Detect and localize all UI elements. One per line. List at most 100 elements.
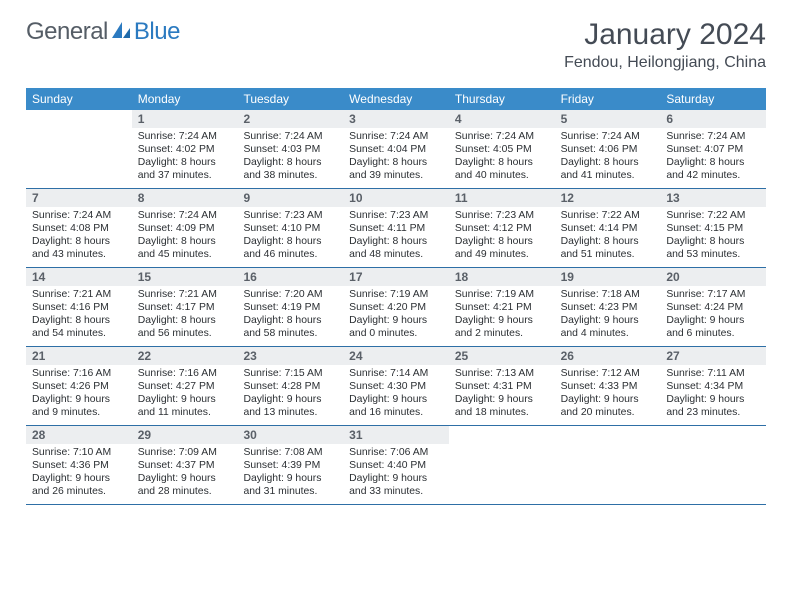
day-cell: 22Sunrise: 7:16 AMSunset: 4:27 PMDayligh… [132, 347, 238, 425]
empty-cell: . [26, 110, 132, 188]
sunset-text: Sunset: 4:19 PM [243, 301, 337, 314]
week-row: 7Sunrise: 7:24 AMSunset: 4:08 PMDaylight… [26, 189, 766, 268]
sunset-text: Sunset: 4:21 PM [455, 301, 549, 314]
daylight-text: Daylight: 9 hours and 16 minutes. [349, 393, 443, 419]
sunset-text: Sunset: 4:34 PM [666, 380, 760, 393]
day-cell: 7Sunrise: 7:24 AMSunset: 4:08 PMDaylight… [26, 189, 132, 267]
logo-sail-icon [110, 20, 132, 45]
day-cell: 14Sunrise: 7:21 AMSunset: 4:16 PMDayligh… [26, 268, 132, 346]
sunset-text: Sunset: 4:16 PM [32, 301, 126, 314]
sunset-text: Sunset: 4:06 PM [561, 143, 655, 156]
sunrise-text: Sunrise: 7:13 AM [455, 367, 549, 380]
day-cell: 31Sunrise: 7:06 AMSunset: 4:40 PMDayligh… [343, 426, 449, 504]
sunrise-text: Sunrise: 7:20 AM [243, 288, 337, 301]
daylight-text: Daylight: 9 hours and 2 minutes. [455, 314, 549, 340]
daylight-text: Daylight: 9 hours and 0 minutes. [349, 314, 443, 340]
day-number: 6 [660, 110, 766, 128]
daylight-text: Daylight: 8 hours and 58 minutes. [243, 314, 337, 340]
daylight-text: Daylight: 9 hours and 28 minutes. [138, 472, 232, 498]
day-number: 13 [660, 189, 766, 207]
sunset-text: Sunset: 4:36 PM [32, 459, 126, 472]
day-number: 18 [449, 268, 555, 286]
week-row: 21Sunrise: 7:16 AMSunset: 4:26 PMDayligh… [26, 347, 766, 426]
day-number: 24 [343, 347, 449, 365]
day-cell: 15Sunrise: 7:21 AMSunset: 4:17 PMDayligh… [132, 268, 238, 346]
sunrise-text: Sunrise: 7:14 AM [349, 367, 443, 380]
sunset-text: Sunset: 4:11 PM [349, 222, 443, 235]
day-number: 20 [660, 268, 766, 286]
day-number: 5 [555, 110, 661, 128]
day-cell: 10Sunrise: 7:23 AMSunset: 4:11 PMDayligh… [343, 189, 449, 267]
day-number: 12 [555, 189, 661, 207]
sunset-text: Sunset: 4:03 PM [243, 143, 337, 156]
daylight-text: Daylight: 8 hours and 53 minutes. [666, 235, 760, 261]
day-number: 2 [237, 110, 343, 128]
day-number: 19 [555, 268, 661, 286]
day-number: 15 [132, 268, 238, 286]
week-row: 28Sunrise: 7:10 AMSunset: 4:36 PMDayligh… [26, 426, 766, 505]
day-number: 8 [132, 189, 238, 207]
day-number: 23 [237, 347, 343, 365]
day-number: 28 [26, 426, 132, 444]
sunset-text: Sunset: 4:04 PM [349, 143, 443, 156]
daylight-text: Daylight: 9 hours and 18 minutes. [455, 393, 549, 419]
daylight-text: Daylight: 8 hours and 46 minutes. [243, 235, 337, 261]
sunrise-text: Sunrise: 7:24 AM [138, 130, 232, 143]
day-cell: 29Sunrise: 7:09 AMSunset: 4:37 PMDayligh… [132, 426, 238, 504]
logo: General Blue [26, 18, 180, 46]
sunset-text: Sunset: 4:33 PM [561, 380, 655, 393]
sunrise-text: Sunrise: 7:18 AM [561, 288, 655, 301]
logo-word-2: Blue [134, 18, 180, 46]
sunset-text: Sunset: 4:28 PM [243, 380, 337, 393]
day-cell: 9Sunrise: 7:23 AMSunset: 4:10 PMDaylight… [237, 189, 343, 267]
day-cell: 27Sunrise: 7:11 AMSunset: 4:34 PMDayligh… [660, 347, 766, 425]
sunrise-text: Sunrise: 7:24 AM [561, 130, 655, 143]
daylight-text: Daylight: 9 hours and 31 minutes. [243, 472, 337, 498]
sunset-text: Sunset: 4:20 PM [349, 301, 443, 314]
day-number: 27 [660, 347, 766, 365]
page-header: General Blue January 2024 Fendou, Heilon… [0, 0, 792, 80]
daylight-text: Daylight: 9 hours and 33 minutes. [349, 472, 443, 498]
day-number: 9 [237, 189, 343, 207]
day-header: Tuesday [237, 88, 343, 110]
day-header: Monday [132, 88, 238, 110]
day-number: 10 [343, 189, 449, 207]
location-subtitle: Fendou, Heilongjiang, China [564, 54, 766, 72]
title-block: January 2024 Fendou, Heilongjiang, China [564, 18, 766, 72]
sunset-text: Sunset: 4:09 PM [138, 222, 232, 235]
logo-word-1: General [26, 18, 108, 46]
sunset-text: Sunset: 4:39 PM [243, 459, 337, 472]
daylight-text: Daylight: 8 hours and 38 minutes. [243, 156, 337, 182]
sunrise-text: Sunrise: 7:21 AM [32, 288, 126, 301]
day-header: Saturday [660, 88, 766, 110]
day-cell: 19 Sunrise: 7:18 AMSunset: 4:23 PMDayligh… [555, 268, 661, 346]
sunrise-text: Sunrise: 7:15 AM [243, 367, 337, 380]
day-cell: 17Sunrise: 7:19 AMSunset: 4:20 PMDayligh… [343, 268, 449, 346]
day-cell: 11Sunrise: 7:23 AMSunset: 4:12 PMDayligh… [449, 189, 555, 267]
calendar: SundayMondayTuesdayWednesdayThursdayFrid… [26, 88, 766, 505]
daylight-text: Daylight: 9 hours and 26 minutes. [32, 472, 126, 498]
sunset-text: Sunset: 4:05 PM [455, 143, 549, 156]
day-number: 22 [132, 347, 238, 365]
daylight-text: Daylight: 8 hours and 43 minutes. [32, 235, 126, 261]
sunset-text: Sunset: 4:23 PM [561, 301, 655, 314]
daylight-text: Daylight: 9 hours and 6 minutes. [666, 314, 760, 340]
sunset-text: Sunset: 4:15 PM [666, 222, 760, 235]
sunrise-text: Sunrise: 7:19 AM [349, 288, 443, 301]
day-number: 11 [449, 189, 555, 207]
sunset-text: Sunset: 4:10 PM [243, 222, 337, 235]
sunrise-text: Sunrise: 7:22 AM [666, 209, 760, 222]
day-number: 1 [132, 110, 238, 128]
day-cell: 12Sunrise: 7:22 AMSunset: 4:14 PMDayligh… [555, 189, 661, 267]
day-cell: 23Sunrise: 7:15 AMSunset: 4:28 PMDayligh… [237, 347, 343, 425]
empty-cell: . [449, 426, 555, 504]
day-number: 16 [237, 268, 343, 286]
day-number: 3 [343, 110, 449, 128]
sunrise-text: Sunrise: 7:21 AM [138, 288, 232, 301]
sunrise-text: Sunrise: 7:08 AM [243, 446, 337, 459]
daylight-text: Daylight: 9 hours and 20 minutes. [561, 393, 655, 419]
empty-cell: . [660, 426, 766, 504]
day-header: Wednesday [343, 88, 449, 110]
daylight-text: Daylight: 9 hours and 4 minutes. [561, 314, 655, 340]
day-cell: 21Sunrise: 7:16 AMSunset: 4:26 PMDayligh… [26, 347, 132, 425]
